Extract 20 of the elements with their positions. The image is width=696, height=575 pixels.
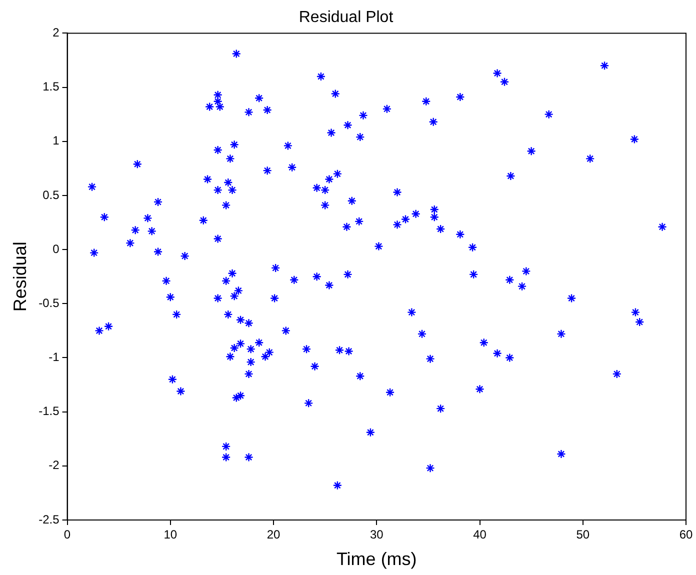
- y-axis-title: Residual: [10, 242, 30, 312]
- x-axis-title: Time (ms): [336, 549, 417, 570]
- y-tick-label: -1.5: [38, 404, 60, 418]
- y-tick-label: 0: [52, 242, 60, 256]
- x-tick-label: 20: [266, 528, 281, 542]
- y-tick-label: 2: [52, 26, 60, 40]
- x-tick-label: 40: [473, 528, 487, 542]
- y-tick-label: 1: [52, 134, 60, 148]
- y-tick-label: -0.5: [38, 296, 60, 310]
- x-tick-label: 60: [679, 528, 693, 542]
- x-tick-label: 10: [164, 528, 178, 542]
- chart-title: Residual Plot: [298, 9, 394, 26]
- y-tick-label: -2.5: [38, 512, 60, 526]
- y-tick-label: -2: [48, 458, 60, 472]
- x-tick-label: 50: [576, 528, 590, 542]
- y-tick-label: 0.5: [42, 188, 60, 202]
- y-tick-label: 1.5: [42, 80, 60, 94]
- y-tick-label: -1: [48, 350, 60, 364]
- x-tick-label: 0: [64, 528, 71, 542]
- x-tick-label: 30: [370, 528, 384, 542]
